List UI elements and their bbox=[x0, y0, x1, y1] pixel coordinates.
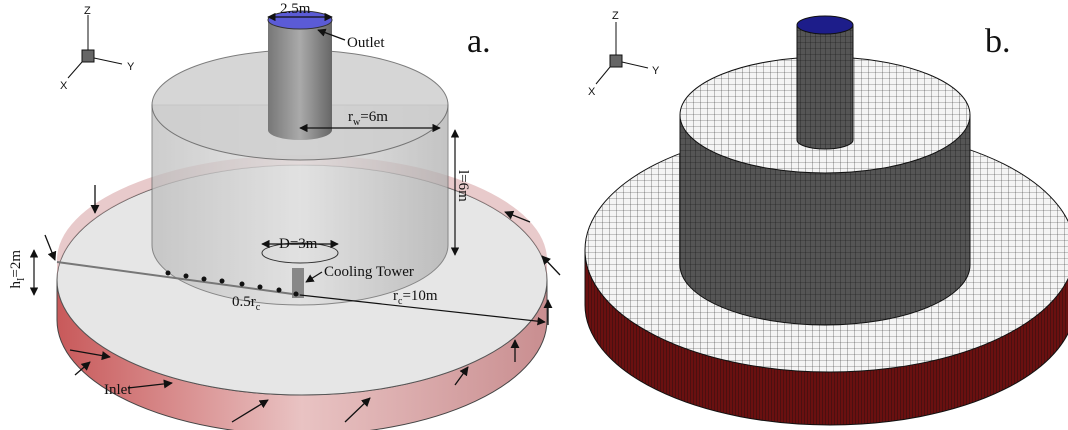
chimney bbox=[268, 20, 332, 140]
rw-rest: =6m bbox=[360, 109, 388, 125]
y-axis bbox=[622, 62, 648, 68]
outlet-label: Outlet bbox=[347, 35, 385, 51]
panel-label: a. bbox=[467, 23, 491, 60]
rc-rest: =10m bbox=[402, 288, 437, 304]
triad-cube bbox=[82, 50, 94, 62]
cooling-tower-label: Cooling Tower bbox=[324, 264, 414, 280]
d-label: D=3m bbox=[279, 236, 318, 252]
axis-triad-b: Z Y X bbox=[588, 10, 660, 98]
mesh-outlet bbox=[797, 16, 853, 34]
outlet-diameter: 2.5m bbox=[280, 1, 311, 17]
z-label: Z bbox=[612, 10, 619, 22]
y-label: Y bbox=[652, 65, 660, 77]
triad-cube bbox=[610, 55, 622, 67]
half-rc-sub: c bbox=[256, 302, 261, 313]
half-rc-base: 0.5r bbox=[232, 294, 256, 310]
axis-triad-a: Z Y X bbox=[60, 5, 135, 92]
x-axis bbox=[68, 62, 82, 78]
hi-label: hI=2m bbox=[8, 250, 27, 289]
x-label: X bbox=[60, 80, 68, 92]
figure: Z Y X a. 2.5m Outlet rw=6m l=6m D=3m Coo… bbox=[0, 0, 1068, 430]
panel-b: Z Y X b. bbox=[585, 10, 1068, 425]
x-axis bbox=[596, 67, 610, 84]
mesh-chimney bbox=[797, 25, 853, 149]
panel-a: Z Y X a. 2.5m Outlet rw=6m l=6m D=3m Coo… bbox=[8, 1, 560, 430]
hi-rest: =2m bbox=[8, 250, 24, 278]
l-label: l=6m bbox=[455, 170, 471, 202]
y-axis bbox=[94, 58, 122, 64]
x-label: X bbox=[588, 86, 596, 98]
z-label: Z bbox=[84, 5, 91, 17]
panel-label: b. bbox=[985, 23, 1011, 60]
inlet-label: Inlet bbox=[104, 382, 132, 398]
y-label: Y bbox=[127, 61, 135, 73]
